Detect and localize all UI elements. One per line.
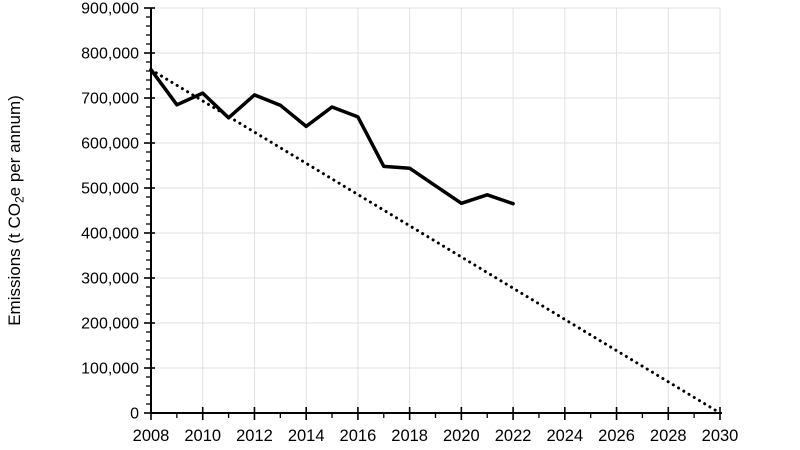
x-tick-label: 2030 bbox=[702, 427, 739, 445]
x-tick-label: 2018 bbox=[391, 427, 428, 445]
series-lines bbox=[149, 67, 722, 415]
y-tick-label: 500,000 bbox=[81, 181, 139, 198]
y-tick-label: 800,000 bbox=[81, 46, 139, 63]
x-tick-label: 2010 bbox=[184, 427, 221, 445]
reduction-target-line bbox=[149, 68, 722, 415]
y-tick-label: 600,000 bbox=[81, 136, 139, 153]
axis-ticks bbox=[144, 7, 721, 420]
y-tick-label: 100,000 bbox=[81, 361, 139, 378]
x-tick-label: 2026 bbox=[598, 427, 635, 445]
y-tick-label: 200,000 bbox=[81, 316, 139, 333]
x-tick-label: 2014 bbox=[288, 427, 325, 445]
actual-emissions-line bbox=[149, 67, 515, 206]
x-tick-label: 2012 bbox=[236, 427, 273, 445]
y-tick-label: 300,000 bbox=[81, 271, 139, 288]
x-tick-label: 2024 bbox=[546, 427, 583, 445]
x-tick-label: 2022 bbox=[495, 427, 532, 445]
y-tick-label: 400,000 bbox=[81, 226, 139, 243]
y-tick-label: 700,000 bbox=[81, 91, 139, 108]
axes bbox=[150, 8, 722, 414]
x-tick-label: 2016 bbox=[340, 427, 377, 445]
x-tick-label: 2008 bbox=[133, 427, 170, 445]
y-tick-label: 0 bbox=[130, 406, 139, 423]
axis-tick-labels: 0 100,000 200,000 300,000 400,000 500,000 600,… bbox=[81, 1, 738, 445]
y-tick-label: 900,000 bbox=[81, 1, 139, 18]
gridlines bbox=[151, 7, 721, 413]
y-axis-title: Emissions (t CO2e per annum) bbox=[5, 95, 27, 326]
x-tick-label: 2020 bbox=[443, 427, 480, 445]
x-tick-label: 2028 bbox=[650, 427, 687, 445]
